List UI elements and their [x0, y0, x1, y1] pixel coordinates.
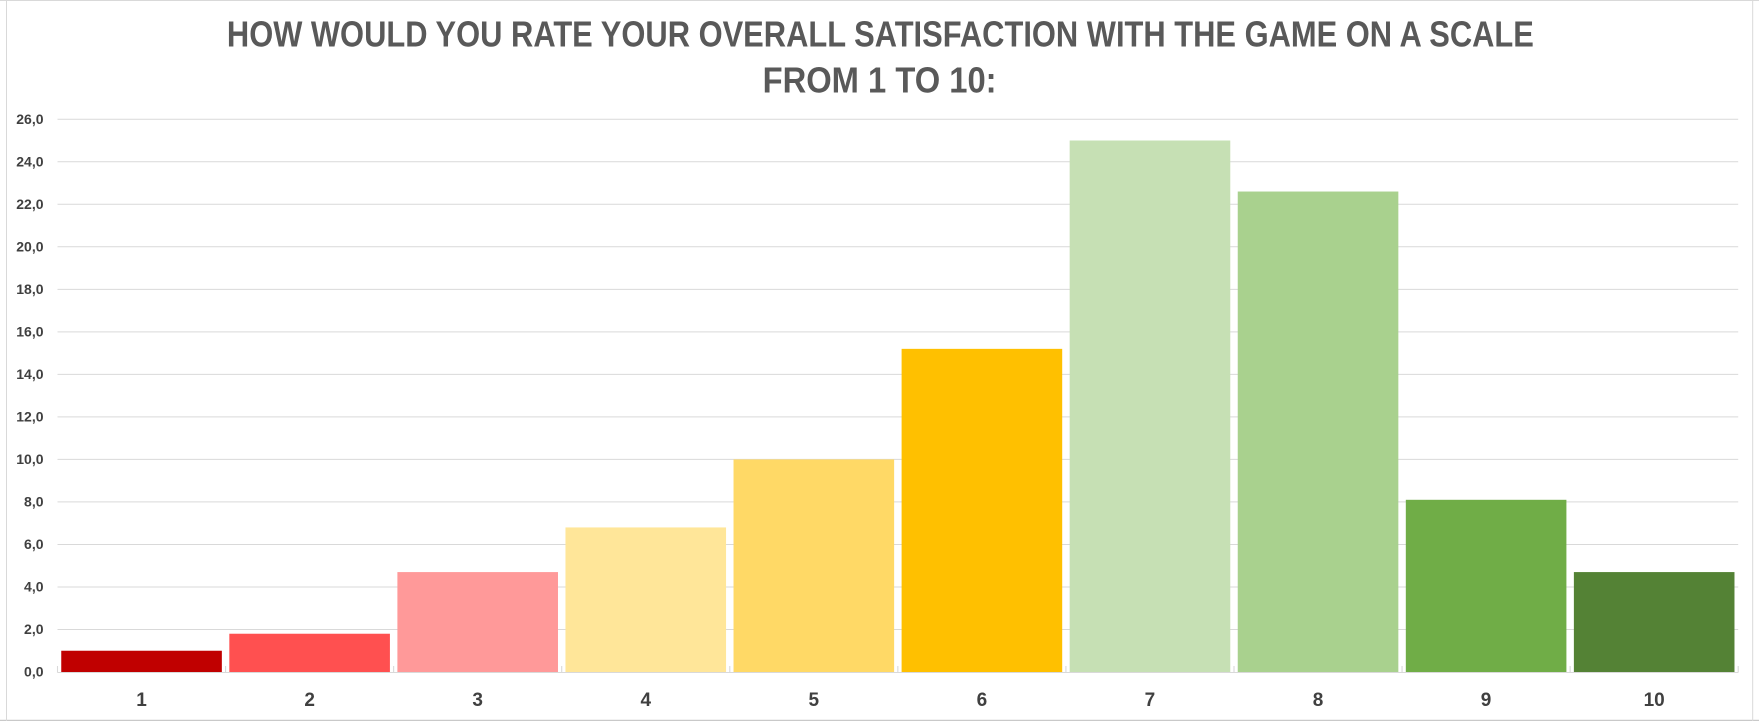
- svg-text:HOW WOULD YOU RATE YOUR OVERAL: HOW WOULD YOU RATE YOUR OVERALL SATISFAC…: [227, 14, 1534, 55]
- svg-text:7: 7: [1145, 690, 1156, 711]
- svg-text:2: 2: [304, 690, 315, 711]
- svg-text:18,0: 18,0: [16, 281, 43, 297]
- svg-text:4: 4: [640, 690, 651, 711]
- svg-text:22,0: 22,0: [16, 196, 43, 212]
- svg-text:6: 6: [977, 690, 988, 711]
- svg-text:26,0: 26,0: [16, 111, 43, 127]
- svg-text:24,0: 24,0: [16, 153, 43, 169]
- svg-text:9: 9: [1481, 690, 1492, 711]
- svg-text:1: 1: [136, 690, 147, 711]
- svg-text:8,0: 8,0: [24, 493, 44, 509]
- svg-text:14,0: 14,0: [16, 366, 43, 382]
- svg-text:4,0: 4,0: [24, 578, 44, 594]
- svg-text:2,0: 2,0: [24, 621, 44, 637]
- svg-text:FROM 1 TO 10:: FROM 1 TO 10:: [763, 60, 997, 101]
- svg-text:0,0: 0,0: [24, 664, 44, 680]
- svg-text:6,0: 6,0: [24, 536, 44, 552]
- svg-text:5: 5: [809, 690, 820, 711]
- svg-text:16,0: 16,0: [16, 323, 43, 339]
- svg-text:12,0: 12,0: [16, 408, 43, 424]
- svg-text:10: 10: [1644, 690, 1665, 711]
- svg-text:10,0: 10,0: [16, 451, 43, 467]
- svg-text:20,0: 20,0: [16, 238, 43, 254]
- svg-text:3: 3: [472, 690, 483, 711]
- svg-text:8: 8: [1313, 690, 1324, 711]
